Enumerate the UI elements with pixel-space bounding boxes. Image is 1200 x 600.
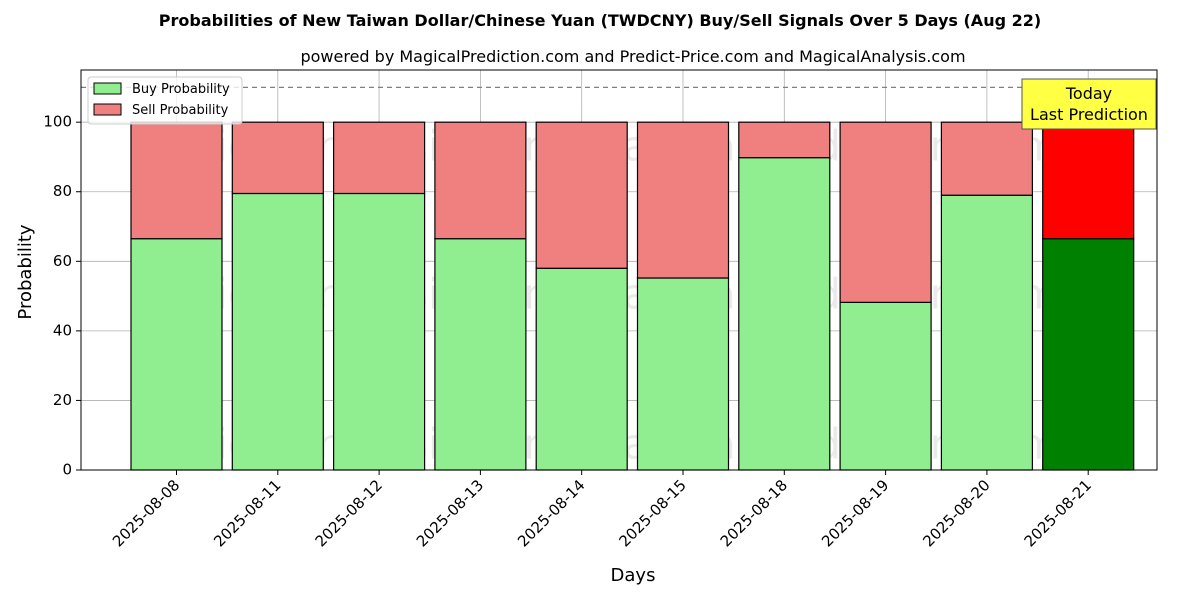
y-tick-label: 80 bbox=[53, 182, 72, 200]
x-tick-label: 2025-08-08 bbox=[109, 476, 183, 550]
x-axis-label: Days bbox=[611, 565, 656, 586]
x-tick-label: 2025-08-12 bbox=[312, 476, 386, 550]
bars bbox=[130, 121, 1135, 471]
sell-bar bbox=[434, 121, 527, 240]
plot-frame bbox=[80, 69, 1158, 471]
x-tick-label: 2025-08-19 bbox=[818, 476, 892, 550]
y-tick-label: 100 bbox=[43, 113, 72, 131]
y-tick-label: 60 bbox=[53, 252, 72, 270]
annotation-box bbox=[1021, 78, 1157, 130]
buy-bar bbox=[940, 194, 1034, 471]
legend-swatch bbox=[93, 103, 122, 116]
buy-bar bbox=[1042, 238, 1135, 471]
buy-bar bbox=[434, 238, 527, 471]
y-axis-label: Probability bbox=[15, 224, 36, 319]
chart-title: Probabilities of New Taiwan Dollar/Chine… bbox=[159, 11, 1041, 30]
y-tick-label: 0 bbox=[62, 461, 72, 479]
x-tick-label: 2025-08-20 bbox=[919, 476, 993, 550]
annotation-text: Last Prediction bbox=[1030, 105, 1148, 124]
buy-bar bbox=[839, 301, 932, 471]
today-annotation: Today Last Prediction bbox=[1021, 78, 1157, 130]
buy-bar bbox=[130, 238, 223, 471]
x-tick-label: 2025-08-11 bbox=[210, 476, 284, 550]
x-tick-label: 2025-08-13 bbox=[413, 476, 487, 550]
sell-bar bbox=[738, 121, 831, 159]
sell-bar bbox=[333, 121, 426, 195]
legend-label: Buy Probability bbox=[132, 82, 230, 97]
legend: Buy Probability Sell Probability bbox=[87, 76, 243, 125]
buy-bar bbox=[738, 157, 831, 471]
sell-bar bbox=[535, 121, 628, 269]
chart-subtitle: powered by MagicalPrediction.com and Pre… bbox=[300, 47, 965, 66]
x-tick-label: 2025-08-14 bbox=[514, 476, 588, 550]
x-axis-ticks: 2025-08-08 2025-08-11 2025-08-12 2025-08-13… bbox=[109, 470, 1095, 550]
buy-bar bbox=[636, 277, 730, 471]
y-axis-ticks: 0 20 40 60 80 100 bbox=[43, 113, 81, 479]
annotation-text: Today bbox=[1065, 84, 1112, 103]
sell-bar bbox=[636, 121, 730, 279]
buy-bar bbox=[333, 192, 426, 471]
sell-bar bbox=[231, 121, 324, 195]
sell-bar bbox=[839, 121, 932, 303]
x-tick-label: 2025-08-21 bbox=[1021, 476, 1095, 550]
buy-bar bbox=[535, 267, 628, 471]
x-tick-label: 2025-08-15 bbox=[615, 476, 689, 550]
legend-swatch bbox=[93, 82, 122, 95]
legend-label: Sell Probability bbox=[132, 103, 229, 118]
sell-bar bbox=[130, 121, 223, 240]
legend-box bbox=[87, 76, 243, 125]
buy-bar bbox=[231, 192, 324, 471]
sell-bar bbox=[940, 121, 1034, 196]
y-tick-label: 20 bbox=[53, 391, 72, 409]
x-tick-label: 2025-08-18 bbox=[717, 476, 791, 550]
y-tick-label: 40 bbox=[53, 321, 72, 339]
sell-bar bbox=[1042, 121, 1135, 240]
